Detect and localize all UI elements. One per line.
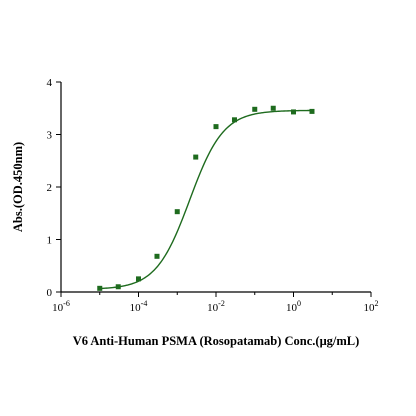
fit-curve <box>99 109 312 290</box>
x-tick-label: 10-2 <box>207 299 225 314</box>
data-point <box>291 109 296 115</box>
x-tick-label: 10-4 <box>130 299 148 314</box>
data-point <box>213 124 219 130</box>
data-point <box>115 284 121 290</box>
y-tick-label: 0 <box>47 287 53 299</box>
fit-curve-layer <box>99 109 312 290</box>
x-axis-title: V6 Anti-Human PSMA (Rosopatamab) Conc.(μ… <box>73 334 360 348</box>
data-point <box>309 108 315 114</box>
x-tick-label: 100 <box>286 299 301 314</box>
data-point <box>193 154 199 160</box>
data-point <box>174 209 180 215</box>
y-tick-label: 4 <box>47 77 53 89</box>
data-point <box>136 276 141 282</box>
data-point <box>97 285 103 291</box>
data-point <box>270 105 276 111</box>
y-tick-label: 2 <box>47 182 53 194</box>
y-tick-label: 3 <box>47 130 53 142</box>
y-axis-title: Abs.(OD.450nm) <box>11 142 25 232</box>
data-point <box>231 117 237 123</box>
data-point <box>154 253 160 259</box>
x-tick-label: 10-6 <box>52 299 70 314</box>
x-tick-label: 102 <box>364 299 379 314</box>
data-points-layer <box>97 105 315 291</box>
y-tick-label: 1 <box>47 235 53 247</box>
axes: 0 1 2 3 4 10-6 10-4 10-2 100 102 <box>47 77 379 314</box>
data-point <box>252 106 258 112</box>
